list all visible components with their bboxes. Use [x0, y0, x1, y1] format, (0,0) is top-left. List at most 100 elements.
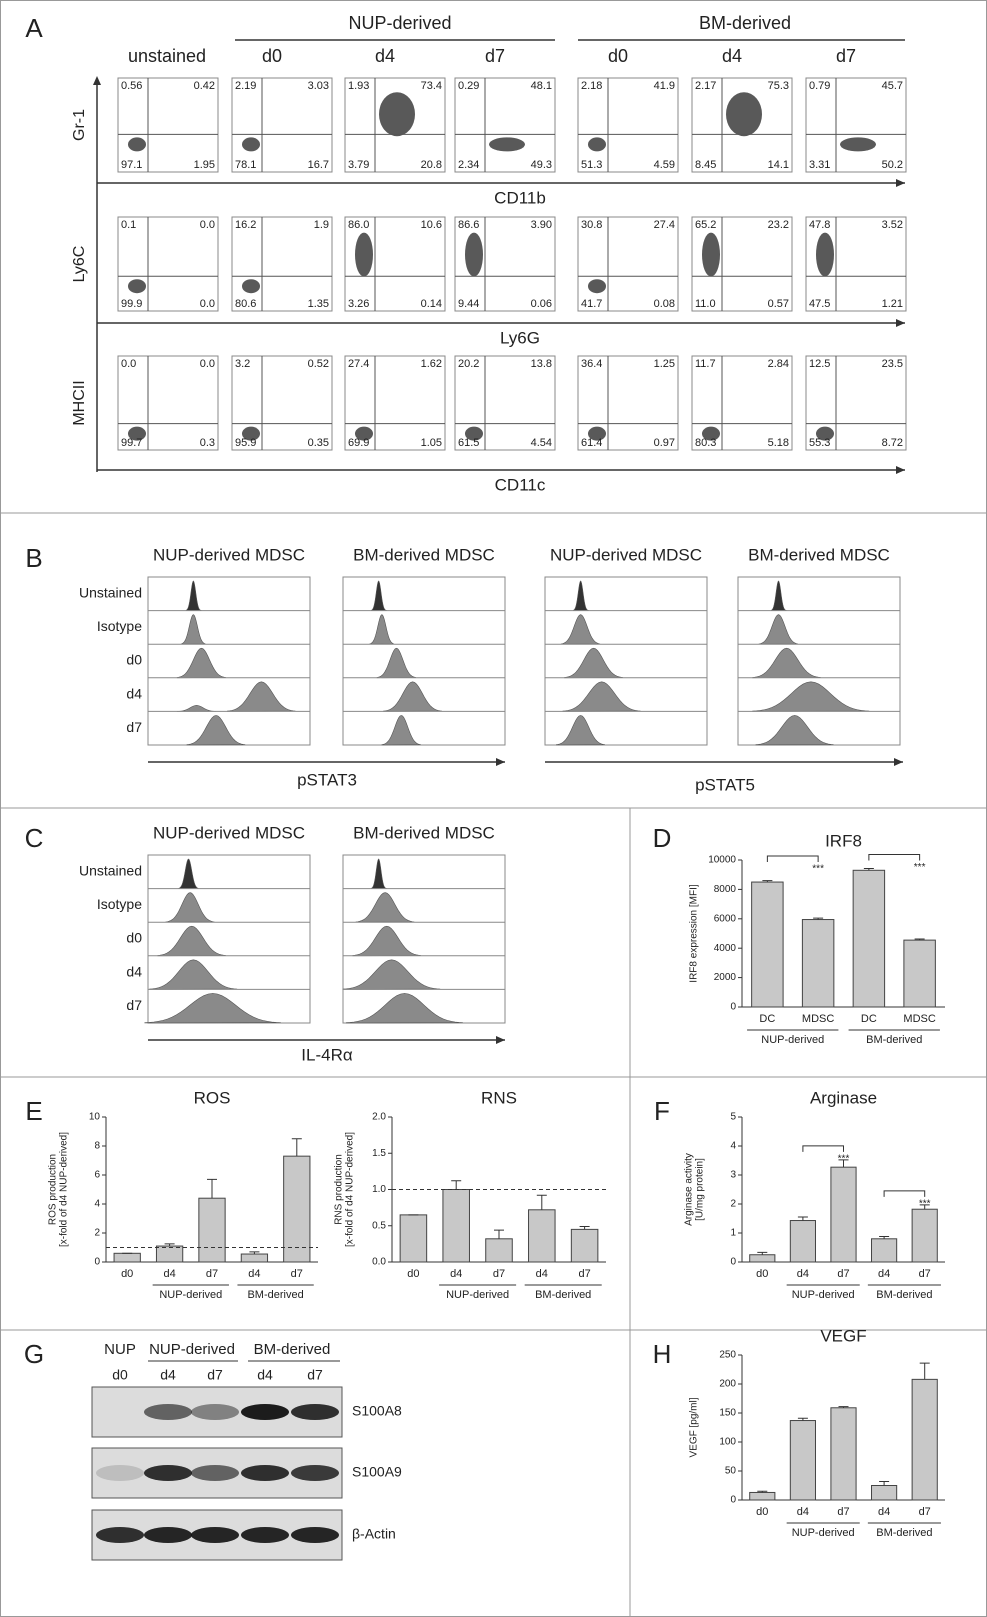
x-tick-label: d4: [536, 1268, 548, 1280]
protein-label: S100A8: [352, 1403, 402, 1419]
y-tick-label: 6: [94, 1170, 100, 1181]
cell-cluster: [242, 137, 260, 151]
chart-title: IRF8: [825, 831, 862, 850]
group-label: BM-derived: [866, 1034, 922, 1046]
histogram-title: NUP-derived MDSC: [550, 545, 702, 564]
x-tick-label: d4: [450, 1268, 462, 1280]
quadrant-percent: 73.4: [421, 80, 442, 92]
quadrant-percent: 4.54: [531, 437, 552, 449]
quadrant-percent: 0.52: [308, 358, 329, 370]
quadrant-percent: 1.9: [314, 219, 329, 231]
bar: [790, 1221, 815, 1262]
bar: [443, 1190, 470, 1263]
x-tick-label: d7: [919, 1268, 931, 1280]
x-tick-label: d4: [163, 1268, 175, 1280]
band: [96, 1465, 144, 1481]
blot-header: NUP: [104, 1341, 136, 1358]
plot-frame: [232, 217, 332, 311]
bar: [853, 870, 884, 1007]
panel-letter: A: [25, 13, 43, 43]
bar: [486, 1239, 513, 1262]
quadrant-percent: 16.2: [235, 219, 256, 231]
band: [144, 1465, 192, 1481]
quadrant-percent: 0.29: [458, 80, 479, 92]
quadrant-percent: 8.72: [882, 437, 903, 449]
y-tick-label: 8000: [714, 884, 737, 895]
quadrant-percent: 3.79: [348, 159, 369, 171]
y-tick-label: 4000: [714, 943, 737, 954]
quadrant-percent: 41.7: [581, 298, 602, 310]
cell-cluster: [465, 233, 483, 277]
quadrant-percent: 0.14: [421, 298, 442, 310]
x-tick-label: DC: [861, 1013, 877, 1025]
y-tick-label: 150: [719, 1408, 736, 1419]
plot-frame: [118, 78, 218, 172]
blot-header: NUP-derived: [149, 1341, 235, 1358]
histogram-box: [148, 577, 310, 745]
quadrant-percent: 1.93: [348, 80, 369, 92]
quadrant-percent: 13.8: [531, 358, 552, 370]
error-bar: [920, 1363, 930, 1379]
quadrant-percent: 75.3: [768, 80, 789, 92]
quadrant-percent: 11.0: [695, 298, 716, 310]
column-title: unstained: [128, 46, 206, 66]
x-axis-label: CD11b: [494, 188, 546, 207]
cell-cluster: [242, 279, 260, 293]
significance: ***: [812, 864, 824, 875]
column-title: d0: [262, 46, 282, 66]
y-axis-label: [x-fold of d4 NUP-derived]: [59, 1132, 70, 1247]
x-tick-label: d0: [121, 1268, 133, 1280]
band: [144, 1404, 192, 1420]
y-tick-label: 0: [730, 1495, 736, 1506]
quadrant-percent: 5.18: [768, 437, 789, 449]
group-label: BM-derived: [876, 1289, 932, 1301]
error-bar: [798, 1217, 808, 1220]
x-axis-label: CD11c: [495, 475, 546, 494]
quadrant-percent: 1.62: [421, 358, 442, 370]
panel-letter: F: [654, 1096, 670, 1126]
panel-letter: H: [653, 1339, 672, 1369]
x-tick-label: d4: [797, 1268, 809, 1280]
quadrant-percent: 47.8: [809, 219, 830, 231]
group-label: NUP-derived: [792, 1289, 855, 1301]
quadrant-percent: 0.3: [200, 437, 215, 449]
quadrant-percent: 95.9: [235, 437, 256, 449]
plot-frame: [578, 78, 678, 172]
quadrant-percent: 61.5: [458, 437, 479, 449]
cell-cluster: [128, 279, 146, 293]
quadrant-percent: 0.06: [531, 298, 552, 310]
quadrant-percent: 0.08: [654, 298, 675, 310]
quadrant-percent: 69.9: [348, 437, 369, 449]
plot-frame: [578, 217, 678, 311]
row-label: d0: [126, 930, 142, 946]
quadrant-percent: 12.5: [809, 358, 830, 370]
group-label: NUP-derived: [761, 1034, 824, 1046]
y-axis-label: Ly6C: [71, 246, 88, 283]
cell-cluster: [816, 233, 834, 277]
bar: [750, 1492, 775, 1500]
x-tick-label: d7: [919, 1506, 931, 1518]
x-tick-label: d4: [878, 1506, 890, 1518]
quadrant-percent: 14.1: [768, 159, 789, 171]
quadrant-percent: 23.2: [768, 219, 789, 231]
cell-cluster: [702, 233, 720, 277]
quadrant-percent: 80.3: [695, 437, 716, 449]
group-label: BM-derived: [876, 1527, 932, 1539]
y-tick-label: 4: [730, 1141, 736, 1152]
plot-frame: [118, 217, 218, 311]
cell-cluster: [379, 92, 415, 136]
y-tick-label: 1.5: [372, 1148, 386, 1159]
cell-cluster: [588, 137, 606, 151]
histogram-box: [545, 577, 707, 745]
x-tick-label: d4: [878, 1268, 890, 1280]
y-tick-label: 2.0: [372, 1112, 386, 1123]
y-axis-label: [U/mg protein]: [695, 1158, 706, 1221]
column-title: d0: [608, 46, 628, 66]
quadrant-percent: 2.19: [235, 80, 256, 92]
y-tick-label: 0: [730, 1257, 736, 1268]
histogram-box: [343, 855, 505, 1023]
histogram-box: [343, 577, 505, 745]
quadrant-percent: 1.21: [882, 298, 903, 310]
y-axis-label: RNS production: [334, 1154, 345, 1225]
quadrant-percent: 1.35: [308, 298, 329, 310]
